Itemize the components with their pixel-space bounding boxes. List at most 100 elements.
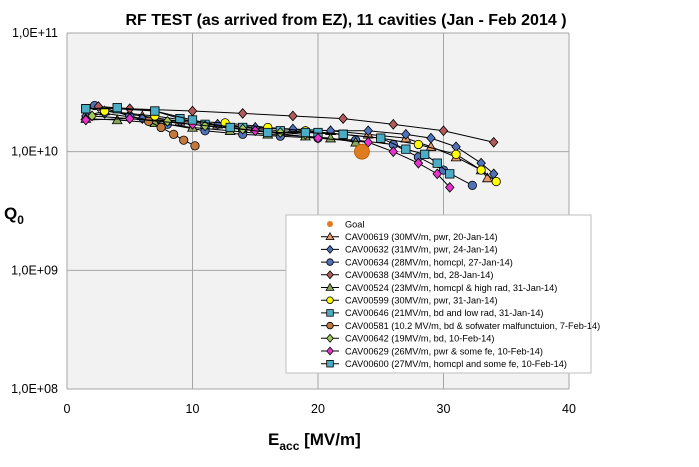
y-tick-label: 1,0E+10 [11,145,58,159]
data-point [81,114,91,126]
x-axis-label: Eacc [MV/m] [268,430,361,453]
data-point [338,129,348,139]
data-point [156,122,166,133]
data-point [420,149,430,159]
data-point [338,113,348,124]
data-point [175,113,185,124]
legend-label: CAV00581 (10.2 MV/m, bd & sofwater malfu… [345,321,600,331]
y-tick-label: 1,0E+08 [11,382,58,396]
x-tick-labels: 0 10 20 30 40 [64,402,576,416]
legend-entry: CAV00642 (19MV/m, bd, 10-Feb-14) [321,334,494,344]
data-point [363,125,373,137]
x-axis-label-unit: [MV/m] [299,430,360,449]
legend-label: CAV00646 (21MV/m, bd and low rad, 31-Jan… [345,308,544,318]
legend-marker [326,270,334,280]
data-point [81,104,91,114]
chart-title: RF TEST (as arrived from EZ), 11 cavitie… [125,12,566,29]
legend-marker [326,296,334,304]
legend-entry: CAV00619 (30MV/m, pwr, 20-Jan-14) [321,231,498,242]
legend-label: CAV00629 (26MV/m, pwr & some fe, 10-Feb-… [345,346,543,356]
data-point [432,158,442,168]
data-point [438,125,449,137]
legend-entry: CAV00599 (30MV/m, pwr, 31-Jan-14) [321,296,498,306]
x-axis-label-main: E [268,430,279,449]
data-point [237,108,248,119]
legend-entry: Goal [327,219,364,229]
data-point [488,136,499,148]
y-axis-label-sub: 0 [17,213,24,227]
legend-entry: CAV00634 (28MV/m, homcpl, 27-Jan-14) [321,257,513,267]
data-point [445,181,455,193]
legend-marker [326,309,334,317]
legend-label: CAV00638 (34MV/m, bd, 28-Jan-14) [345,270,493,280]
legend-marker [325,231,335,241]
legend-marker [326,258,334,266]
legend-entry: CAV00524 (23MV/m, homcpl & high rad, 31-… [321,282,557,293]
goal-layer [354,143,370,160]
data-point [125,113,135,124]
data-point [426,132,436,144]
legend-label: CAV00619 (30MV/m, pwr, 20-Jan-14) [345,232,498,242]
x-tick-label: 40 [562,402,576,416]
series-line [85,118,451,188]
data-point [143,116,154,126]
legend-entry: CAV00629 (26MV/m, pwr & some fe, 10-Feb-… [321,346,543,356]
legend: Goal CAV00619 (30MV/m, pwr, 20-Jan-14) CAV… [285,214,600,374]
data-point [445,169,455,179]
legend-box [285,214,592,374]
legend-goal-marker [327,221,333,227]
legend-marker [326,244,334,254]
legend-entry: CAV00600 (27MV/m, homcpl and some fe, 10… [321,359,567,369]
data-point [376,133,386,143]
data-point [451,149,461,159]
legend-marker [325,282,335,291]
data-point [476,165,486,175]
legend-marker [326,359,334,368]
x-tick-label: 30 [437,402,451,416]
legend-marker [326,333,334,343]
legend-entry: CAV00646 (21MV/m, bd and low rad, 31-Jan… [321,308,544,318]
data-point [388,118,399,130]
data-point [401,144,411,154]
legend-label: CAV00634 (28MV/m, homcpl, 27-Jan-14) [345,257,513,267]
data-point [179,135,189,145]
goal-point [354,143,370,160]
legend-label: CAV00600 (27MV/m, homcpl and some fe, 10… [345,359,567,369]
data-point [432,168,442,180]
data-point [388,146,399,158]
x-tick-label: 20 [311,402,325,416]
data-point [300,127,311,138]
data-point [288,110,298,122]
x-tick-label: 0 [64,402,71,416]
legend-label: Goal [345,219,364,229]
data-point [150,106,160,116]
data-point [467,180,477,190]
legend-marker [326,321,334,330]
data-point [169,129,179,139]
data-point [413,157,424,169]
y-tick-labels: 1,0E+08 1,0E+09 1,0E+10 1,0E+11 [11,26,58,396]
data-point [491,176,501,187]
legend-label: CAV00599 (30MV/m, pwr, 31-Jan-14) [345,296,498,306]
data-point [263,127,273,138]
data-point [481,172,493,183]
series-10 [81,113,455,193]
data-point [187,115,198,125]
legend-entry: CAV00581 (10.2 MV/m, bd & sofwater malfu… [321,321,600,331]
legend-entry: CAV00632 (31MV/m, pwr, 24-Jan-14) [321,245,498,255]
data-point [401,128,411,140]
data-point [225,122,235,133]
y-tick-label: 1,0E+09 [11,263,58,277]
legend-entry: CAV00638 (34MV/m, bd, 28-Jan-14) [321,270,493,280]
legend-label: CAV00632 (31MV/m, pwr, 24-Jan-14) [345,245,498,255]
data-point [87,110,97,122]
series-layer [80,100,501,193]
y-axis-label: Q0 [4,204,24,227]
series-11 [81,103,455,179]
y-tick-label: 1,0E+11 [12,26,58,40]
y-axis-label-main: Q [4,204,17,223]
legend-label: CAV00642 (19MV/m, bd, 10-Feb-14) [345,334,494,344]
legend-marker [326,346,334,356]
data-point [313,132,323,144]
